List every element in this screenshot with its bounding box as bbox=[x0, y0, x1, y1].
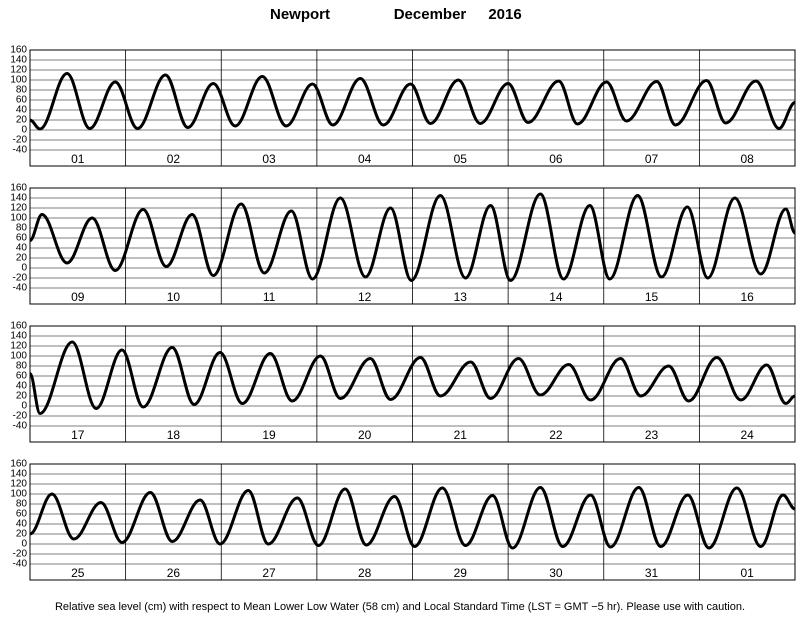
day-label: 09 bbox=[71, 290, 85, 304]
day-label: 12 bbox=[358, 290, 372, 304]
y-tick-label: 60 bbox=[16, 509, 28, 520]
day-label: 06 bbox=[549, 152, 563, 166]
y-tick-label: 80 bbox=[16, 85, 28, 96]
y-tick-label: 160 bbox=[10, 321, 27, 332]
y-tick-label: 160 bbox=[10, 183, 27, 194]
y-tick-label: 140 bbox=[10, 331, 27, 342]
title-year: 2016 bbox=[488, 6, 521, 23]
y-tick-label: -20 bbox=[13, 273, 28, 284]
y-tick-label: 40 bbox=[16, 519, 28, 530]
y-tick-label: 140 bbox=[10, 469, 27, 480]
y-tick-label: 140 bbox=[10, 55, 27, 66]
day-label: 30 bbox=[549, 566, 563, 580]
day-label: 03 bbox=[262, 152, 276, 166]
y-tick-label: 120 bbox=[10, 65, 27, 76]
y-tick-label: 120 bbox=[10, 341, 27, 352]
day-label: 04 bbox=[358, 152, 372, 166]
day-label: 22 bbox=[549, 428, 563, 442]
day-label: 02 bbox=[167, 152, 181, 166]
day-label: 28 bbox=[358, 566, 372, 580]
title-month: December bbox=[394, 6, 467, 23]
day-label: 17 bbox=[71, 428, 85, 442]
y-tick-label: 100 bbox=[10, 75, 27, 86]
day-label: 29 bbox=[454, 566, 468, 580]
y-tick-label: 160 bbox=[10, 459, 27, 470]
day-label: 25 bbox=[71, 566, 85, 580]
day-label: 01 bbox=[741, 566, 755, 580]
plot-frame bbox=[29, 49, 796, 167]
y-tick-label: 60 bbox=[16, 95, 28, 106]
day-label: 26 bbox=[167, 566, 181, 580]
y-tick-label: 20 bbox=[16, 391, 28, 402]
y-tick-label: -40 bbox=[13, 559, 28, 570]
day-label: 15 bbox=[645, 290, 659, 304]
tide-line bbox=[29, 72, 796, 131]
y-tick-label: 100 bbox=[10, 489, 27, 500]
y-tick-label: 40 bbox=[16, 381, 28, 392]
y-tick-label: -40 bbox=[13, 145, 28, 156]
y-tick-label: 40 bbox=[16, 105, 28, 116]
day-label: 07 bbox=[645, 152, 659, 166]
y-tick-label: 160 bbox=[10, 45, 27, 56]
y-tick-label: 60 bbox=[16, 371, 28, 382]
plot-frame bbox=[29, 325, 796, 443]
day-label: 14 bbox=[549, 290, 563, 304]
day-label: 19 bbox=[262, 428, 276, 442]
y-tick-label: 100 bbox=[10, 213, 27, 224]
day-label: 08 bbox=[741, 152, 755, 166]
tide-line bbox=[28, 340, 796, 415]
y-tick-label: 0 bbox=[21, 401, 27, 412]
day-label: 24 bbox=[741, 428, 755, 442]
tide-line bbox=[29, 486, 796, 550]
y-tick-label: 0 bbox=[21, 263, 27, 274]
y-tick-label: 80 bbox=[16, 499, 28, 510]
day-label: 27 bbox=[262, 566, 276, 580]
y-tick-label: 140 bbox=[10, 193, 27, 204]
y-tick-label: 60 bbox=[16, 233, 28, 244]
tide-line bbox=[29, 192, 797, 282]
y-tick-label: -20 bbox=[13, 549, 28, 560]
y-tick-label: 40 bbox=[16, 243, 28, 254]
day-label: 01 bbox=[71, 152, 85, 166]
day-label: 20 bbox=[358, 428, 372, 442]
y-tick-label: -20 bbox=[13, 135, 28, 146]
y-tick-label: 20 bbox=[16, 115, 28, 126]
y-tick-label: 20 bbox=[16, 253, 28, 264]
y-tick-label: -40 bbox=[13, 283, 28, 294]
plot-frame bbox=[29, 463, 796, 581]
y-tick-label: 120 bbox=[10, 479, 27, 490]
day-label: 31 bbox=[645, 566, 659, 580]
y-tick-label: 80 bbox=[16, 223, 28, 234]
y-tick-label: 80 bbox=[16, 361, 28, 372]
day-label: 23 bbox=[645, 428, 659, 442]
day-label: 05 bbox=[454, 152, 468, 166]
day-label: 16 bbox=[741, 290, 755, 304]
title-location: Newport bbox=[270, 6, 330, 23]
day-label: 13 bbox=[454, 290, 468, 304]
y-tick-label: 0 bbox=[21, 125, 27, 136]
day-label: 11 bbox=[263, 290, 276, 304]
day-label: 10 bbox=[167, 290, 181, 304]
y-tick-label: 0 bbox=[21, 539, 27, 550]
y-tick-label: 100 bbox=[10, 351, 27, 362]
y-tick-label: -20 bbox=[13, 411, 28, 422]
day-label: 18 bbox=[167, 428, 181, 442]
day-label: 21 bbox=[454, 428, 468, 442]
plot-frame bbox=[29, 187, 796, 305]
y-tick-label: -40 bbox=[13, 421, 28, 432]
footnote: Relative sea level (cm) with respect to … bbox=[55, 601, 745, 613]
y-tick-label: 20 bbox=[16, 529, 28, 540]
y-tick-label: 120 bbox=[10, 203, 27, 214]
